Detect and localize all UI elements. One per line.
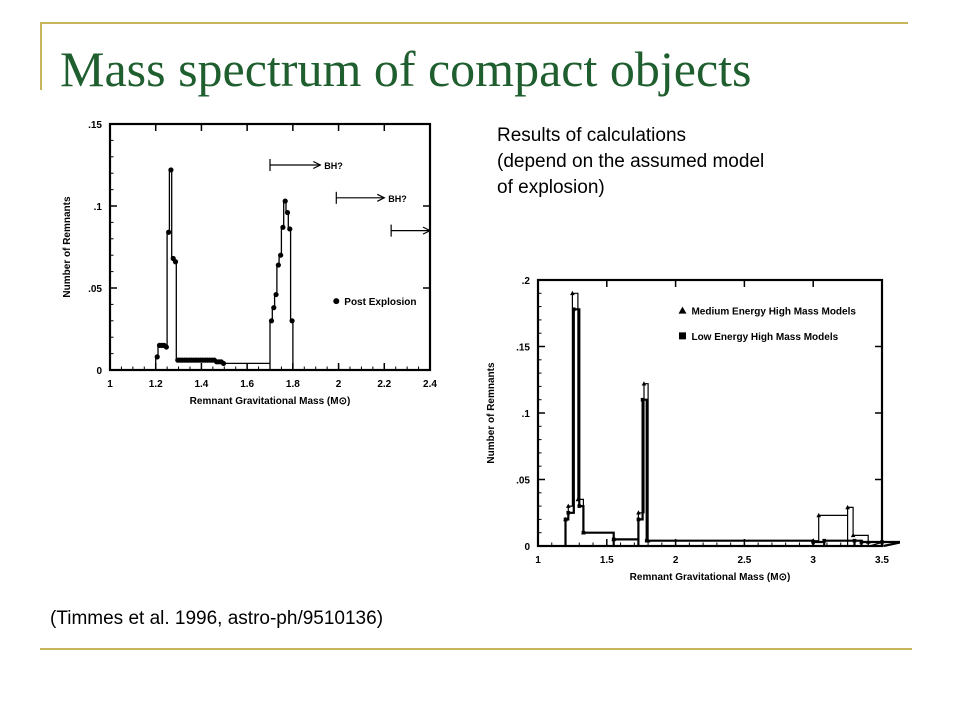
annotation-arrowhead	[313, 160, 322, 170]
y-tick-label: 0	[96, 366, 102, 377]
x-axis-label: Remnant Gravitational Mass (M⊙)	[630, 572, 791, 583]
x-tick-label: 2	[336, 379, 342, 390]
data-point	[268, 318, 275, 324]
y-axis-label: Number of Remnants	[486, 362, 497, 464]
chart-high-mass-models: 1 1.5 2 2.5 3 3.5 0 .05 .1 .15 .2 Remnant Gravitati…	[486, 276, 900, 583]
data-point	[611, 537, 616, 542]
data-point	[172, 259, 179, 265]
data-point	[565, 503, 571, 508]
data-point	[282, 198, 288, 204]
x-tick-label: 2.5	[737, 555, 751, 566]
data-point	[859, 540, 864, 544]
data-point	[570, 290, 575, 296]
data-point	[275, 262, 281, 268]
y-tick-label: .05	[516, 476, 530, 487]
results-note-line: Results of calculations	[497, 125, 687, 146]
data-point	[641, 381, 647, 386]
series-line-low-energy	[564, 308, 900, 548]
x-tick-label: 3.5	[875, 555, 889, 566]
x-tick-label: 1.8	[286, 379, 300, 390]
x-tick-label: 2.2	[377, 379, 391, 390]
data-point	[822, 538, 827, 543]
x-tick-label: 2	[673, 555, 679, 566]
bottom-rule	[40, 648, 912, 650]
y-tick-label: .05	[88, 284, 102, 295]
y-tick-label: .2	[522, 276, 531, 287]
y-tick-label: .1	[94, 202, 103, 213]
annotation-label: BH?	[388, 194, 407, 204]
results-note: Results of calculations (depend on the a…	[497, 123, 764, 201]
annotation-arrowhead	[377, 193, 386, 202]
data-point	[289, 318, 295, 324]
x-tick-label: 1	[107, 379, 113, 390]
results-note-line: of explosion)	[497, 177, 605, 198]
data-point	[284, 209, 291, 216]
data-point	[166, 229, 172, 235]
data-point	[811, 540, 815, 544]
left-rule	[40, 22, 42, 90]
data-point	[163, 344, 169, 350]
data-point	[845, 504, 850, 510]
data-point	[280, 224, 286, 230]
data-point	[577, 504, 582, 508]
x-tick-label: 1.5	[600, 555, 614, 566]
data-point	[566, 510, 571, 515]
annotation-arrowhead	[422, 226, 432, 235]
data-point	[563, 517, 568, 522]
legend-label: Post Explosion	[344, 297, 416, 308]
x-tick-label: 2.4	[423, 379, 437, 390]
data-point	[852, 538, 857, 543]
x-tick-label: 1.2	[149, 379, 163, 390]
slide-title: Mass spectrum of compact objects	[60, 41, 752, 97]
y-tick-label: .1	[522, 409, 531, 420]
x-axis-label: Remnant Gravitational Mass (M⊙)	[190, 396, 351, 407]
y-tick-label: 0	[524, 542, 530, 553]
data-point	[220, 360, 227, 367]
citation: (Timmes et al. 1996, astro-ph/9510136)	[50, 608, 384, 629]
chart-post-explosion: 1 1.2 1.4 1.6 1.8 2 2.2 2.4 0 .05 .1 .15 Remnant Gra…	[62, 120, 437, 407]
x-tick-label: 1	[535, 555, 541, 566]
data-point	[581, 530, 586, 535]
data-point	[273, 291, 279, 298]
results-note-line: (depend on the assumed model	[497, 151, 765, 172]
data-point	[168, 167, 174, 173]
top-rule	[40, 22, 908, 24]
data-point	[636, 517, 641, 522]
x-tick-label: 1.4	[194, 379, 208, 390]
data-point	[636, 510, 641, 515]
data-point	[271, 305, 277, 311]
y-axis-label: Number of Remnants	[62, 196, 73, 298]
data-point	[640, 397, 645, 402]
y-tick-label: .15	[88, 120, 102, 131]
legend-marker-circle	[333, 298, 340, 305]
y-tick-label: .15	[516, 343, 530, 354]
legend-marker-square	[678, 332, 686, 340]
data-point	[850, 532, 856, 538]
data-point	[571, 307, 576, 312]
data-point	[816, 512, 822, 518]
data-point	[287, 226, 293, 232]
data-point	[278, 252, 284, 258]
data-point	[154, 354, 160, 360]
legend-label: Medium Energy High Mass Models	[691, 307, 856, 318]
legend-label: Low Energy High Mass Models	[691, 332, 838, 343]
annotation-label: BH?	[324, 161, 343, 171]
x-tick-label: 3	[810, 555, 816, 566]
data-point	[880, 540, 884, 544]
x-tick-label: 1.6	[240, 379, 254, 390]
series-line-post-explosion	[155, 169, 294, 370]
plot-frame	[536, 278, 884, 548]
data-point	[644, 538, 649, 543]
legend-marker-triangle	[678, 306, 687, 314]
